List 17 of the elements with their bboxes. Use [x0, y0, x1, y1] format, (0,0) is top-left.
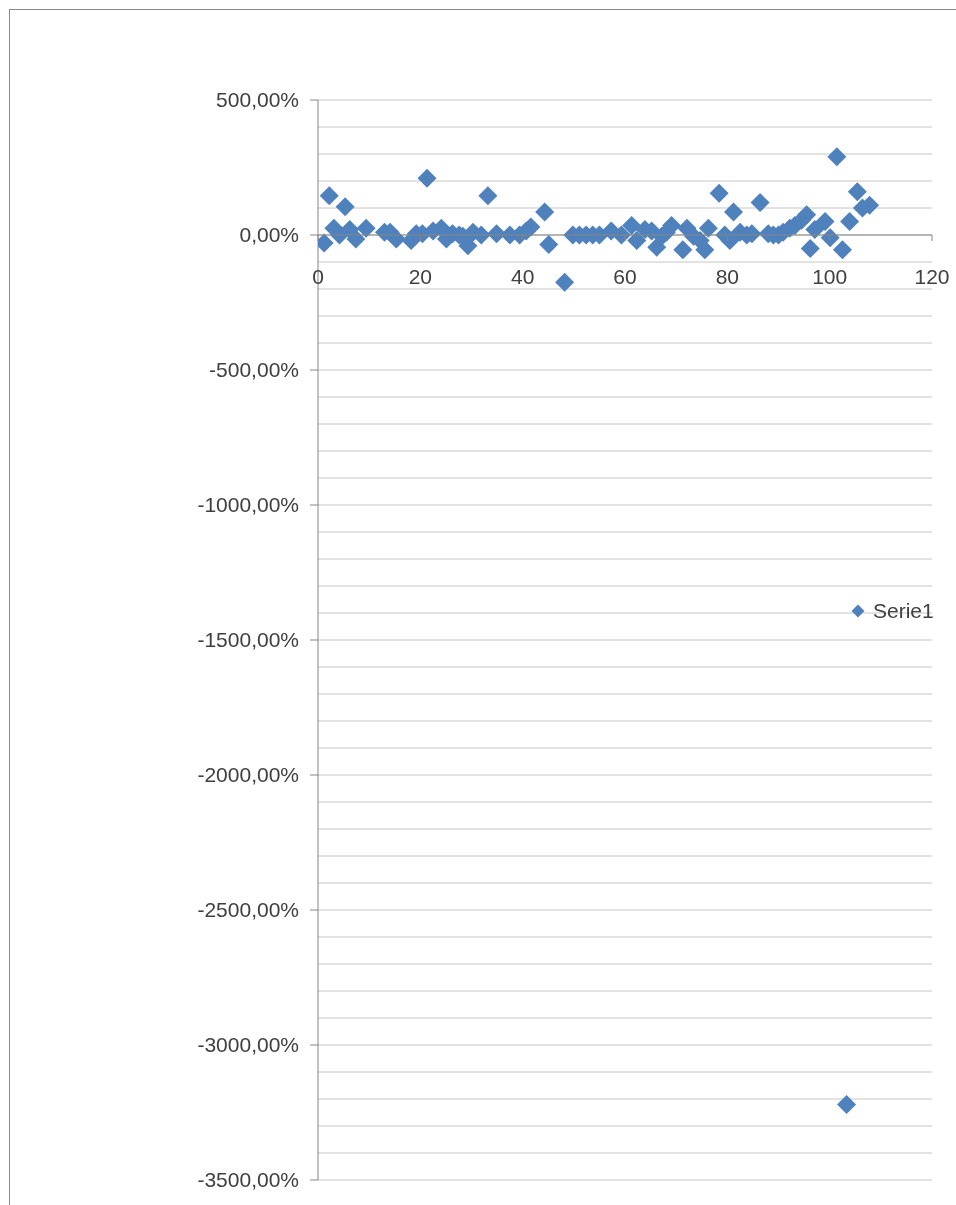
x-tick-label: 40 — [510, 265, 535, 289]
y-tick-label: 500,00% — [216, 88, 299, 112]
x-tick-label: 120 — [914, 265, 950, 289]
x-tick-label: 0 — [312, 265, 324, 289]
y-tick-label: -2500,00% — [197, 898, 299, 922]
y-tick-label: -500,00% — [209, 358, 299, 382]
y-tick-label: -1000,00% — [197, 493, 299, 517]
x-tick-label: 80 — [715, 265, 740, 289]
x-tick-label: 100 — [812, 265, 848, 289]
y-tick-label: -3500,00% — [197, 1168, 299, 1192]
y-tick-label: 0,00% — [239, 223, 299, 247]
y-tick-label: -2000,00% — [197, 763, 299, 787]
x-tick-label: 20 — [408, 265, 433, 289]
legend-label: Serie1 — [873, 599, 934, 623]
y-tick-label: -1500,00% — [197, 628, 299, 652]
y-tick-label: -3000,00% — [197, 1033, 299, 1057]
x-tick-label: 60 — [613, 265, 637, 289]
